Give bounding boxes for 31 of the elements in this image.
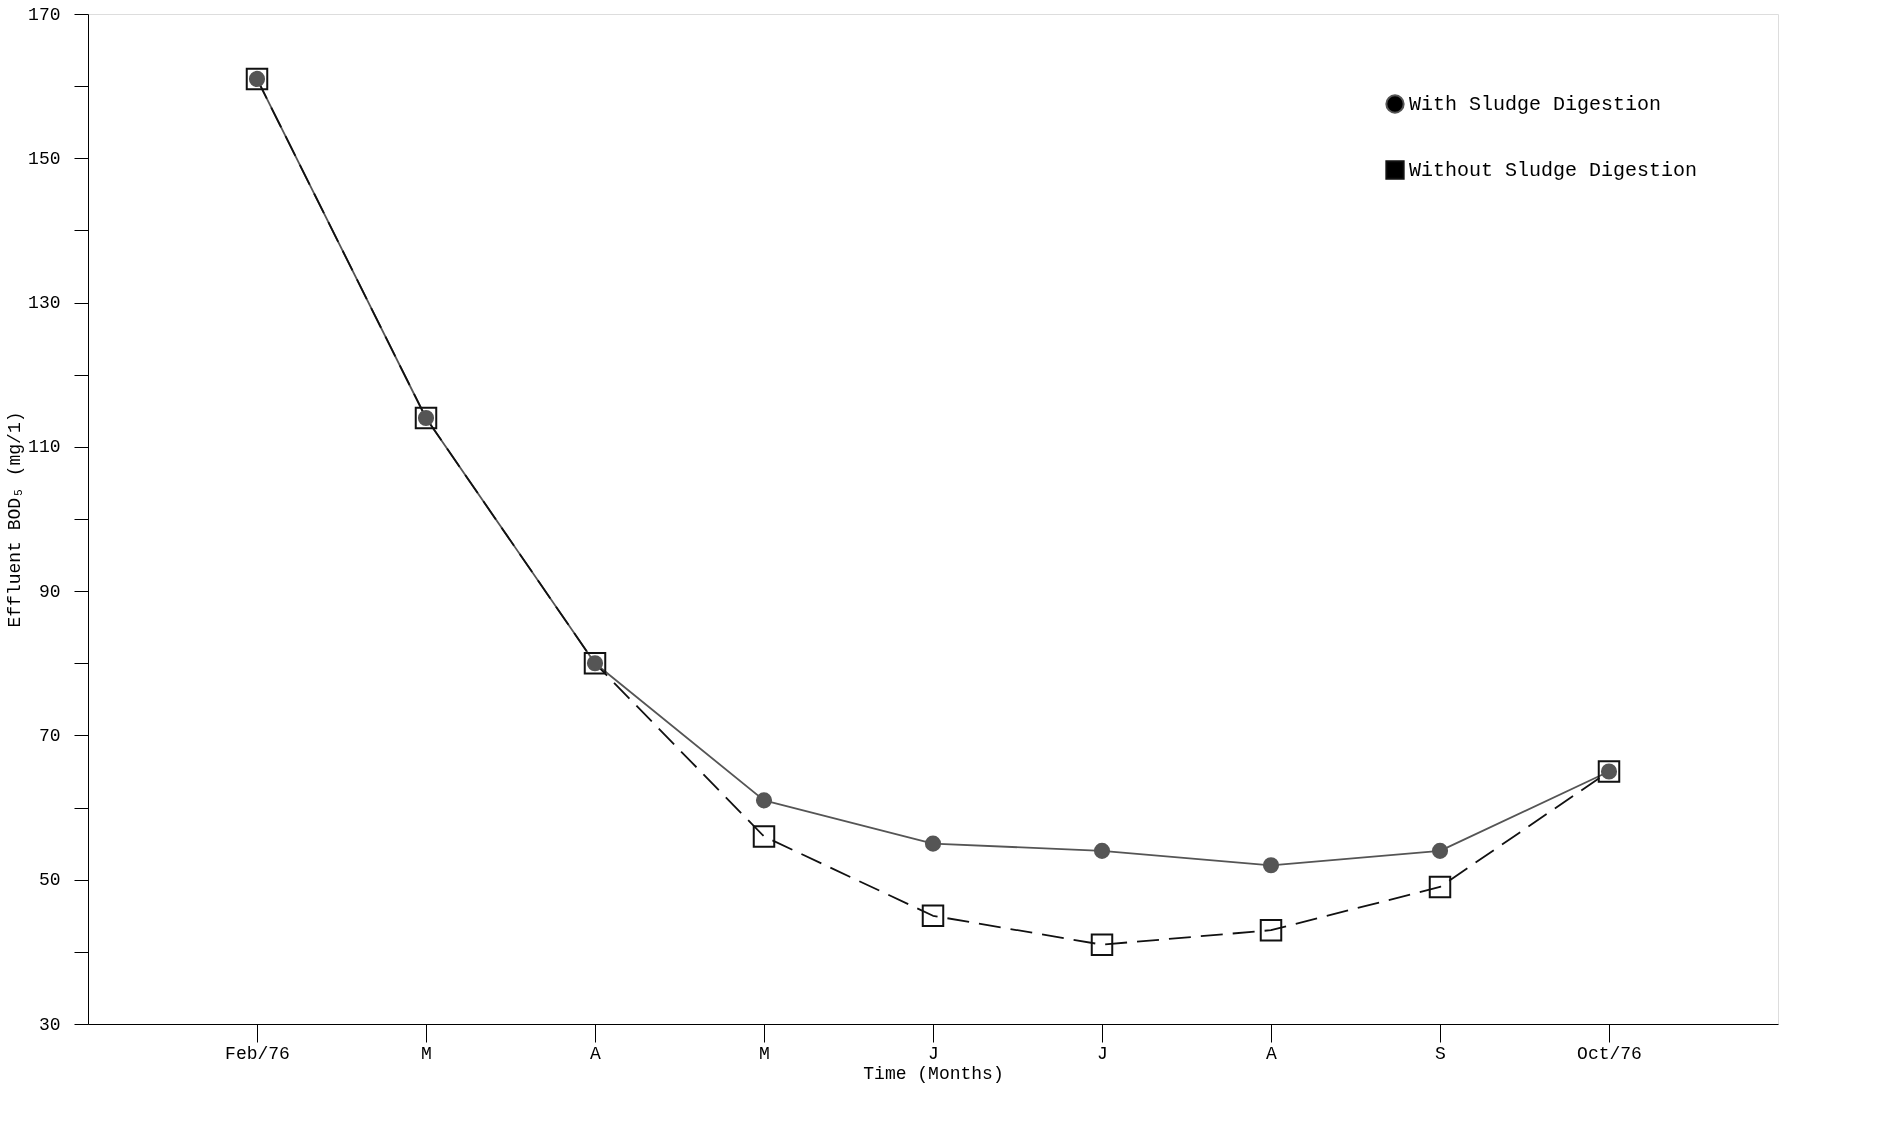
point [924, 835, 942, 852]
x-tick-label: M [421, 1043, 432, 1064]
legend-label: Without Sludge Digestion [1409, 159, 1698, 182]
point [1090, 933, 1114, 956]
x-tick-label: A [590, 1043, 602, 1064]
point [1259, 918, 1283, 942]
point [1262, 857, 1280, 874]
x-tick-label: J [1097, 1043, 1108, 1064]
point [752, 825, 776, 848]
point [755, 792, 773, 809]
y-tick-label: 30 [38, 1014, 61, 1035]
x-tick-label: M [759, 1043, 770, 1064]
y-tick-label: 50 [38, 870, 61, 891]
x-axis-title: Time (Months) [863, 1063, 1004, 1084]
point [1428, 875, 1452, 899]
x-tick-label: J [928, 1043, 939, 1064]
y-tick-label: 70 [38, 725, 61, 746]
y-tick-label: 130 [28, 293, 61, 314]
point [1093, 842, 1111, 859]
y-tick-label: 170 [28, 4, 61, 25]
legend-label: With Sludge Digestion [1409, 93, 1662, 116]
x-tick-label: Oct/76 [1577, 1043, 1642, 1064]
y-tick-label: 90 [38, 581, 61, 602]
point [1431, 842, 1449, 859]
point [921, 904, 945, 928]
x-tick-label: S [1435, 1043, 1446, 1064]
x-tick-label: Feb/76 [225, 1043, 290, 1064]
y-axis-title: Effluent BOD₅ (mg/1) [5, 411, 26, 628]
y-tick-label: 150 [28, 148, 61, 169]
y-tick-label: 110 [28, 437, 61, 458]
x-tick-label: A [1266, 1043, 1278, 1064]
